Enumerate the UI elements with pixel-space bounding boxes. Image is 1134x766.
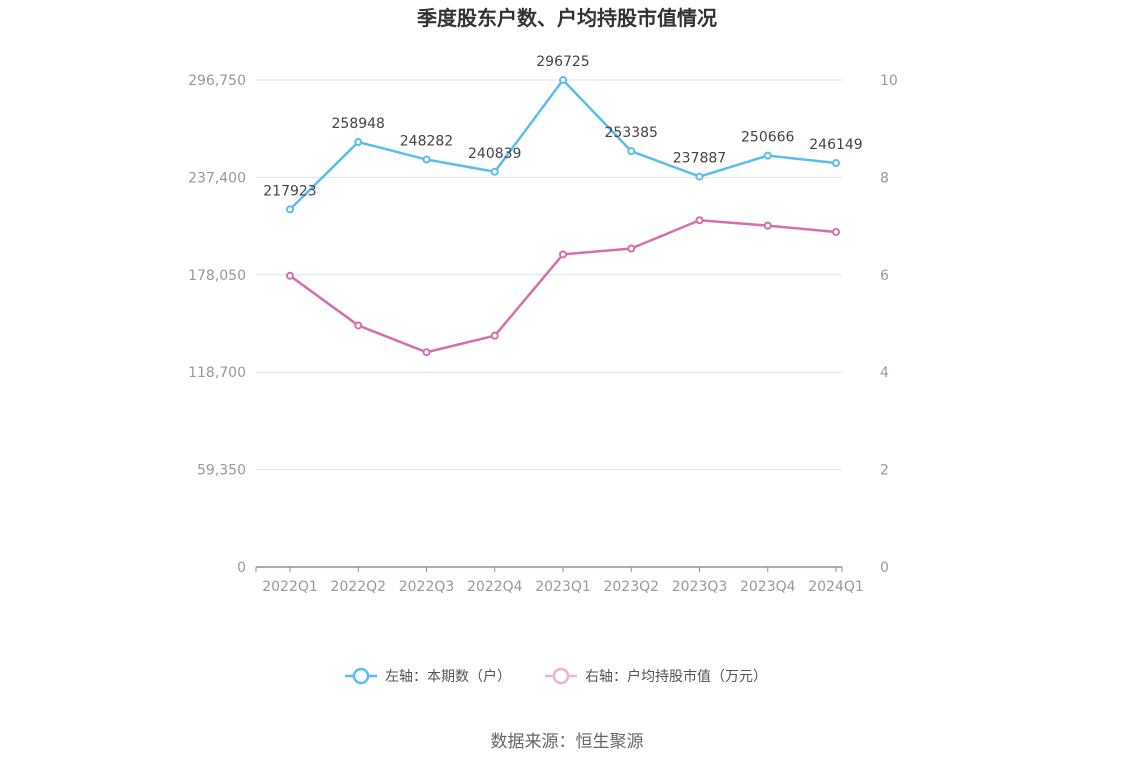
data-label: 253385: [605, 125, 658, 141]
data-label: 240839: [468, 146, 521, 162]
grid-lines: [256, 79, 842, 471]
data-labels: 217923 258948 248282 240839 296725 253385 2378…: [263, 54, 862, 199]
data-point[interactable]: [832, 227, 840, 236]
legend-item-2[interactable]: 右轴：户均持股市值（万元）: [545, 667, 767, 685]
x-tick-label: 2022Q2: [330, 579, 386, 595]
data-point[interactable]: [832, 159, 840, 168]
data-point[interactable]: [559, 250, 567, 259]
y-left-tick-label: 118,700: [188, 365, 246, 381]
data-point[interactable]: [422, 155, 431, 164]
series-line-2: [289, 219, 837, 354]
data-point[interactable]: [627, 147, 636, 156]
x-tick-label: 2022Q4: [467, 579, 523, 595]
x-tick-label: 2022Q1: [262, 579, 318, 595]
data-label: 237887: [673, 151, 726, 167]
x-tick-label: 2024Q1: [808, 579, 864, 595]
y-right-tick-label: 10: [880, 73, 898, 89]
y-left-tick-label: 0: [237, 560, 246, 576]
series-layer: [286, 76, 840, 357]
data-point[interactable]: [286, 205, 294, 214]
data-point[interactable]: [695, 172, 704, 181]
x-tick-label: 2022Q3: [399, 579, 455, 595]
data-label: 250666: [741, 130, 795, 146]
data-point[interactable]: [763, 221, 772, 230]
data-point[interactable]: [695, 216, 704, 225]
x-tick-label: 2023Q2: [603, 579, 659, 595]
data-point[interactable]: [559, 76, 567, 85]
legend-label: 右轴：户均持股市值（万元）: [585, 668, 767, 685]
y-right-tick-label: 0: [880, 560, 889, 576]
data-point[interactable]: [763, 151, 772, 160]
source-note: 数据来源：恒生聚源: [491, 732, 644, 752]
y-left-tick-label: 237,400: [188, 170, 246, 186]
legend-item-1[interactable]: 左轴：本期数（户）: [345, 667, 511, 685]
data-point[interactable]: [627, 244, 636, 253]
axes: 0 59,350 118,700 178,050 237,400 296,750 0 2 4 6 8…: [188, 73, 898, 595]
y-right-tick-label: 8: [880, 170, 889, 186]
y-right-tick-label: 4: [880, 365, 889, 381]
y-right-tick-label: 2: [880, 463, 889, 479]
legend-label: 左轴：本期数（户）: [385, 668, 511, 685]
data-label: 248282: [400, 134, 453, 150]
data-label: 296725: [536, 54, 589, 70]
legend[interactable]: 左轴：本期数（户） 右轴：户均持股市值（万元）: [345, 667, 767, 685]
data-point[interactable]: [354, 138, 363, 147]
y-right-tick-label: 6: [880, 268, 889, 284]
data-point[interactable]: [422, 348, 431, 357]
data-label: 246149: [809, 137, 862, 153]
y-left-tick-label: 59,350: [197, 463, 246, 479]
y-left-tick-label: 178,050: [188, 268, 246, 284]
x-tick-label: 2023Q4: [740, 579, 796, 595]
x-tick-label: 2023Q1: [535, 579, 591, 595]
data-point[interactable]: [490, 167, 499, 176]
data-point[interactable]: [286, 271, 294, 280]
data-label: 217923: [263, 183, 316, 199]
legend-marker-icon: [552, 667, 570, 685]
y-left-tick-label: 296,750: [188, 73, 246, 89]
data-label: 258948: [332, 116, 385, 132]
data-point[interactable]: [490, 331, 499, 340]
x-tick-label: 2023Q3: [672, 579, 728, 595]
data-point[interactable]: [354, 321, 363, 330]
legend-marker-icon: [352, 667, 370, 685]
chart-title: 季度股东户数、户均持股市值情况: [416, 6, 717, 30]
